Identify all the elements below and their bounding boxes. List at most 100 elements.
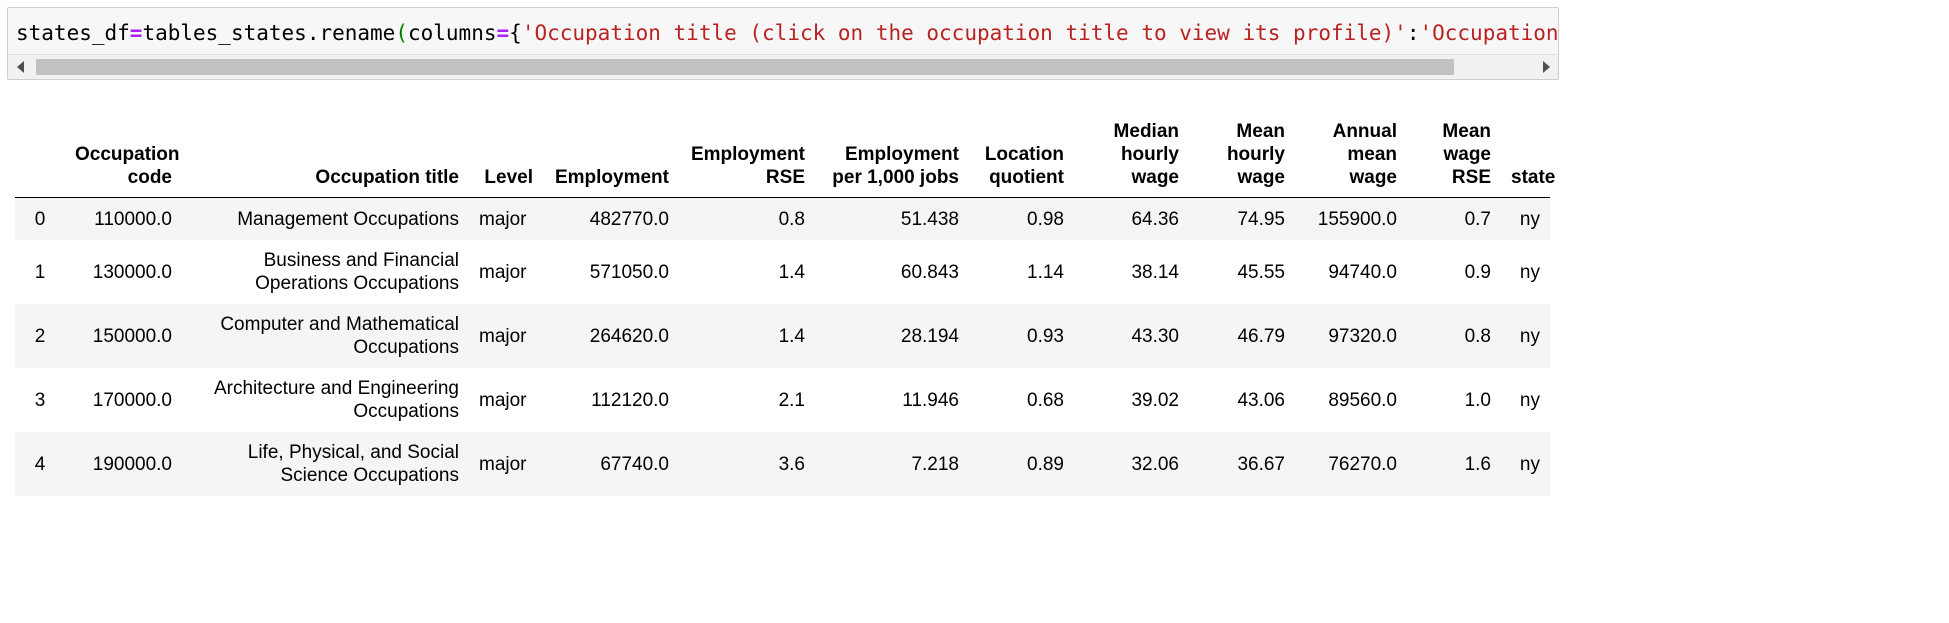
table-cell: 46.79 — [1237, 325, 1285, 347]
column-header-line: quotient — [989, 167, 1064, 188]
table-cell: 51.438 — [900, 208, 959, 230]
table-cell: 89560.0 — [1328, 389, 1397, 411]
column-header-line: RSE — [1451, 167, 1491, 188]
row-index: 2 — [34, 325, 46, 347]
column-header-line: RSE — [765, 167, 805, 188]
column-header-line: Median — [1113, 121, 1179, 142]
table-cell: Architecture and Engineering Occupations — [182, 368, 469, 432]
column-header — [15, 116, 65, 198]
code-token: : — [1406, 21, 1420, 45]
table-cell: 43.06 — [1237, 389, 1285, 411]
code-token: 'Occupation title (click on the occupati… — [521, 21, 1407, 45]
table-cell: Computer and Mathematical Occupations — [182, 304, 469, 368]
cell-line: Computer and Mathematical — [220, 314, 459, 335]
dataframe-table: Occupation code Occupation title Level Emplo… — [15, 116, 1555, 496]
table-cell: 7.218 — [911, 453, 959, 475]
scroll-left-arrow-icon[interactable] — [8, 55, 32, 79]
table-cell: 64.36 — [1131, 208, 1179, 230]
cell-line: Business and Financial — [263, 250, 459, 271]
column-header: Mean wage RSE — [1407, 116, 1501, 198]
row-index: 0 — [34, 208, 46, 230]
horizontal-scrollbar[interactable] — [8, 54, 1558, 79]
table-cell: 0.98 — [1027, 208, 1064, 230]
code-line[interactable]: states_df=tables_states.rename(columns={… — [16, 20, 1558, 46]
table-cell: 60.843 — [900, 261, 959, 283]
table-cell: ny — [1519, 453, 1540, 475]
column-header: Median hourly wage — [1074, 116, 1189, 198]
table-cell: 0.7 — [1464, 208, 1491, 230]
column-header-line: Mean — [1442, 121, 1491, 142]
column-header-line: wage — [1237, 167, 1285, 188]
table-cell: 3.6 — [778, 453, 805, 475]
code-cell[interactable]: states_df=tables_states.rename(columns={… — [7, 7, 1559, 80]
table-cell: major — [479, 325, 527, 347]
column-header-line: mean — [1347, 144, 1397, 165]
dataframe-output: Occupation code Occupation title Level Emplo… — [15, 116, 1555, 496]
table-cell: 190000.0 — [92, 453, 172, 475]
column-header-line: Location — [984, 144, 1064, 165]
column-header: Employment — [543, 116, 679, 198]
table-body: 0 110000.0 Management Occupations major 4827… — [15, 197, 1550, 496]
column-header-line: state — [1511, 167, 1556, 188]
code-token: columns — [407, 21, 497, 45]
table-cell: 1.6 — [1464, 453, 1491, 475]
column-header-line: Level — [484, 167, 533, 188]
column-header: Occupation code — [65, 116, 182, 198]
column-header: state — [1501, 116, 1555, 198]
column-header: Location quotient — [969, 116, 1074, 198]
table-cell: 110000.0 — [94, 208, 172, 230]
table-cell: 76270.0 — [1328, 453, 1397, 475]
table-cell: ny — [1519, 325, 1540, 347]
row-index: 3 — [34, 389, 46, 411]
scrollbar-thumb[interactable] — [36, 59, 1454, 75]
scroll-right-arrow-icon[interactable] — [1534, 55, 1558, 79]
code-token: ( — [395, 21, 408, 45]
cell-line: Science Occupations — [280, 465, 460, 486]
table-cell: 67740.0 — [600, 453, 669, 475]
table-cell: 112120.0 — [591, 389, 669, 411]
column-header-line: wage — [1349, 167, 1397, 188]
table-cell: major — [479, 389, 527, 411]
code-token: states_df — [16, 21, 130, 45]
cell-line: Management Occupations — [237, 208, 459, 230]
table-row: 2 150000.0 Computer and Mathematical Occupa… — [15, 304, 1550, 368]
column-header: Level — [469, 116, 543, 198]
column-header-line: wage — [1443, 144, 1491, 165]
table-cell: 32.06 — [1131, 453, 1179, 475]
table-row: 1 130000.0 Business and Financial Operation… — [15, 240, 1550, 304]
cell-line: Architecture and Engineering — [213, 378, 459, 399]
table-cell: 155900.0 — [1317, 208, 1397, 230]
table-cell: Life, Physical, and Social Science Occupa… — [182, 432, 469, 496]
table-cell: 1.0 — [1464, 389, 1491, 411]
code-token: = — [129, 21, 143, 45]
column-header-line: Employment — [844, 144, 959, 165]
table-cell: 74.95 — [1237, 208, 1285, 230]
table-cell: 36.67 — [1237, 453, 1285, 475]
table-cell: ny — [1519, 389, 1540, 411]
table-row: 4 190000.0 Life, Physical, and Social Scien… — [15, 432, 1550, 496]
table-cell: Management Occupations — [182, 198, 469, 241]
table-cell: 39.02 — [1131, 389, 1179, 411]
cell-line: Occupations — [353, 337, 459, 358]
table-cell: 170000.0 — [92, 389, 172, 411]
cell-line: Occupations — [353, 401, 459, 422]
code-token: = — [496, 21, 510, 45]
column-header-line: wage — [1131, 167, 1179, 188]
column-header: Occupation title — [182, 116, 469, 198]
table-cell: 45.55 — [1237, 261, 1285, 283]
code-token: tables_states.rename — [142, 21, 396, 45]
column-header-line: hourly — [1226, 144, 1285, 165]
column-header-line: Occupation title — [315, 167, 459, 188]
table-cell: 43.30 — [1131, 325, 1179, 347]
column-header-line: code — [127, 167, 172, 188]
table-cell: 571050.0 — [589, 261, 669, 283]
table-cell: 2.1 — [778, 389, 805, 411]
column-header-line: Annual — [1332, 121, 1397, 142]
column-header-line: Mean — [1236, 121, 1285, 142]
table-cell: major — [479, 208, 527, 230]
table-cell: Business and Financial Operations Occupat… — [182, 240, 469, 304]
table-cell: major — [479, 453, 527, 475]
column-header-line: Employment — [554, 167, 669, 188]
table-cell: 0.93 — [1027, 325, 1064, 347]
table-cell: 0.89 — [1027, 453, 1064, 475]
